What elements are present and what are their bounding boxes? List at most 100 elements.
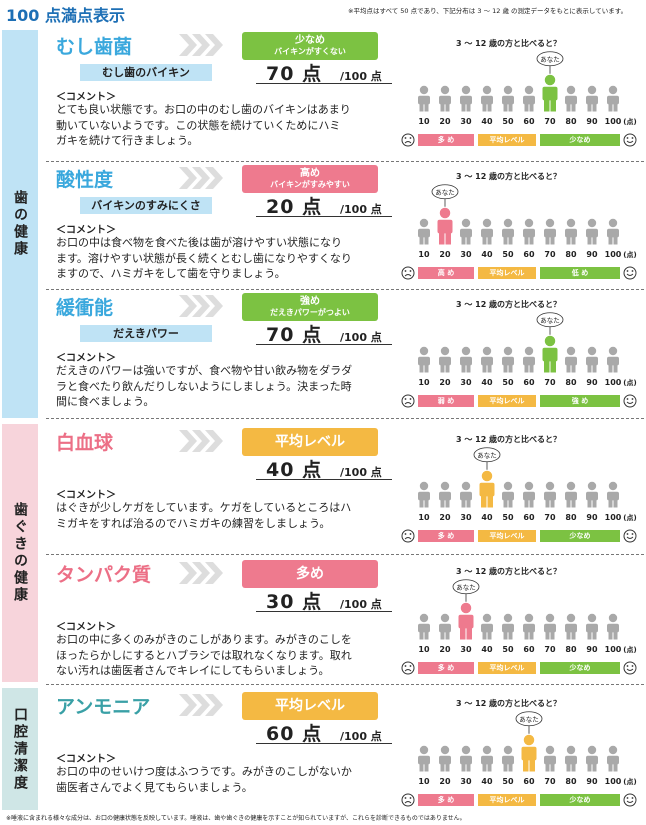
side-label-gums: 歯ぐきの健康 [2,424,38,682]
person-icon [418,218,430,245]
tick-label: 20 [439,378,451,387]
person-icon [523,218,535,245]
person-icon [586,85,598,112]
person-icon [542,335,558,373]
person-icon [586,218,598,245]
chevron-arrows-icon [179,34,223,56]
tick-label: 30 [460,250,472,259]
section-name: 緩衝能 [56,297,114,319]
section-name: むし歯菌 [56,36,133,58]
comment-text: だえきのパワーは強いですが、食べ物や甘い飲み物をダラダ ラと食べたり飲んだりしない… [56,364,353,408]
comparison-chart: 3 ～ 12 歳の方と比べると？ あなた 10 20 30 40 50 60 70 80 90 100… [400,28,644,158]
person-icon [502,346,514,373]
you-speech-bubble [473,447,501,470]
tick-label: 80 [565,117,577,126]
comparison-chart: 3 ～ 12 歳の方と比べると？ あなた 10 20 30 40 50 60 70 80 90 100… [400,289,644,419]
sad-face-icon [401,661,415,675]
tick-label: 40 [481,645,493,654]
happy-face-icon [623,133,637,147]
you-label: あなた [540,55,560,63]
people-figures: あなた [401,447,637,543]
person-icon [439,346,451,373]
person-icon [565,481,577,508]
scale-bar-average: 平均レベル [478,395,536,407]
person-icon [523,481,535,508]
score-axis: 10 20 30 40 50 60 70 80 90 100 (点) [414,378,636,389]
level-badge: 多め [242,560,378,588]
tick-unit: (点) [623,118,637,126]
tick-unit: (点) [623,251,637,259]
tick-label: 40 [481,117,493,126]
person-icon [460,745,472,772]
you-speech-bubble [515,711,543,734]
you-label: あなた [456,583,476,591]
scale-bar-high: 少なめ [540,134,620,146]
person-icon [544,613,556,640]
tick-label: 20 [439,250,451,259]
person-icon [502,745,514,772]
footnote: ※唾液に含まれる様々な成分は、お口の健康状態を反映しています。唾液は、歯や歯ぐき… [6,815,466,822]
person-icon [523,346,535,373]
comment-label: ＜コメント＞ [56,754,116,765]
person-icon [481,745,493,772]
person-icon [565,218,577,245]
scale-bar-low: 弱 め [418,395,474,407]
tick-label: 60 [523,117,535,126]
tick-label: 60 [523,645,535,654]
section-mushiba: むし歯菌 むし歯のバイキン 少なめ バイキンがすくない 70 点/100 点 ＜コ… [46,28,644,162]
tick-label: 40 [481,250,493,259]
person-icon [607,613,619,640]
compare-caption: 3 ～ 12 歳の方と比べると？ [456,699,562,708]
tick-label: 40 [481,777,493,786]
tick-unit: (点) [623,379,637,387]
sad-face-icon [401,793,415,807]
score-axis: 10 20 30 40 50 60 70 80 90 100 (点) [414,645,636,656]
comparison-chart: 3 ～ 12 歳の方と比べると？ あなた 10 20 30 40 50 60 70 80 90 100… [400,161,644,291]
tick-unit: (点) [623,514,637,522]
person-icon [586,346,598,373]
tick-label: 50 [502,645,514,654]
you-speech-bubble [431,184,459,207]
people-figures: あなた [401,711,637,807]
happy-face-icon [623,529,637,543]
tick-label: 20 [439,777,451,786]
tick-label: 80 [565,250,577,259]
tick-unit: (点) [623,778,637,786]
tick-label: 30 [460,378,472,387]
tick-label: 90 [586,513,598,522]
person-icon [439,481,451,508]
person-icon [481,85,493,112]
person-icon [481,613,493,640]
tick-label: 50 [502,117,514,126]
scale-bar-high: 低 め [540,267,620,279]
tick-label: 30 [460,513,472,522]
tick-label: 20 [439,513,451,522]
person-icon [481,346,493,373]
person-icon [458,602,474,640]
person-icon [523,85,535,112]
person-icon [460,481,472,508]
section-protein: タンパク質 多め 30 点/100 点 ＜コメント＞ お口の中に多くのみがきのこ… [46,556,644,685]
scale-bar-high: 強 め [540,395,620,407]
scale-bar-low: 高 め [418,267,474,279]
you-label: あなた [435,188,455,196]
compare-caption: 3 ～ 12 歳の方と比べると？ [456,39,562,48]
happy-face-icon [623,661,637,675]
sad-face-icon [401,394,415,408]
side-label-teeth: 歯の健康 [2,30,38,418]
person-icon [586,481,598,508]
tick-label: 90 [586,117,598,126]
tick-label: 90 [586,250,598,259]
level-badge: 少なめ バイキンがすくない [242,32,378,60]
section-subtitle: だえきパワー [80,325,212,342]
tick-unit: (点) [623,646,637,654]
compare-caption: 3 ～ 12 歳の方と比べると？ [456,172,562,181]
tick-label: 100 [604,645,622,654]
score-display: 70 点/100 点 [256,322,392,346]
chevron-arrows-icon [179,295,223,317]
person-icon [418,85,430,112]
scale-bar-low: 多 め [418,794,474,806]
section-acidity: 酸性度 バイキンのすみにくさ 高め バイキンがすみやすい 20 点/100 点 ＜… [46,161,644,290]
tick-label: 60 [523,777,535,786]
person-icon [586,613,598,640]
